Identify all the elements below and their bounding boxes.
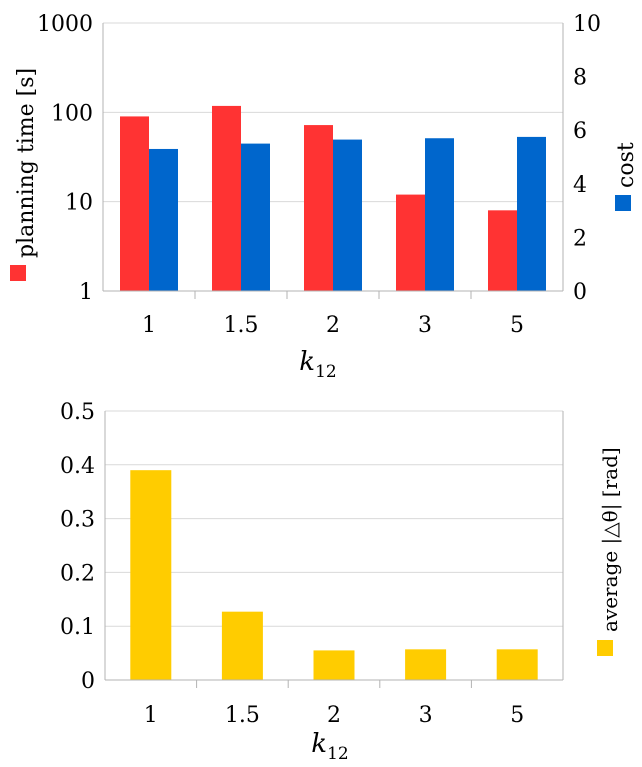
top-x-tick-label: 5 [510, 313, 524, 338]
bottom-y-tick-label: 0.4 [60, 454, 95, 479]
bar-cost [333, 139, 362, 291]
top-left-tick-label: 100 [51, 101, 93, 126]
bar-avg-dtheta [221, 611, 263, 680]
bottom-bars [130, 470, 538, 680]
bottom-y-tick-label: 0.2 [60, 561, 95, 586]
legend-cost-label: cost [614, 142, 639, 188]
legend-planning-time-label: planning time [s] [14, 68, 39, 258]
top-chart: 1 10 100 1000 0 2 4 6 8 10 1 1.5 2 3 5 k12 planning ti… [10, 12, 639, 382]
legend-cost-swatch [615, 195, 631, 211]
bottom-y-tick-label: 0.5 [60, 400, 95, 425]
bottom-x-tick-label: 1 [144, 703, 158, 728]
bar-avg-dtheta [496, 649, 538, 680]
bottom-y-tick-label: 0.3 [60, 508, 95, 533]
bottom-x-tick-label: 3 [419, 703, 433, 728]
bar-planning-time [396, 194, 425, 291]
bar-avg-dtheta [313, 650, 355, 680]
top-right-tick-label: 8 [573, 66, 587, 91]
bar-avg-dtheta [130, 470, 172, 680]
bottom-y-tick-label: 0.1 [60, 615, 95, 640]
top-right-tick-label: 2 [573, 226, 587, 251]
bottom-axes [104, 411, 564, 688]
bar-cost [517, 136, 546, 291]
bottom-gridlines [105, 410, 563, 681]
bar-cost [149, 148, 178, 291]
top-right-tick-label: 4 [573, 173, 587, 198]
top-right-tick-label: 0 [573, 280, 587, 305]
top-bars [120, 105, 546, 292]
bottom-x-axis-label: k12 [311, 729, 348, 764]
top-left-tick-label: 1000 [37, 12, 93, 37]
legend-avg-dtheta-swatch [597, 640, 613, 656]
top-x-tick-label: 2 [326, 313, 340, 338]
bar-avg-dtheta [405, 649, 447, 680]
top-axes [102, 23, 564, 299]
bar-cost [425, 138, 454, 291]
bottom-x-tick-label: 5 [510, 703, 524, 728]
legend-planning-time-swatch [10, 265, 26, 281]
bottom-x-tick-label: 1.5 [225, 703, 260, 728]
top-left-tick-label: 1 [79, 280, 93, 305]
bottom-y-tick-label: 0 [81, 669, 95, 694]
bar-planning-time [120, 116, 149, 291]
bar-planning-time [488, 210, 517, 291]
bar-cost [241, 143, 270, 291]
top-x-axis-label: k12 [299, 347, 336, 382]
legend-avg-dtheta-label: average |△θ| [rad] [598, 447, 623, 632]
top-x-tick-label: 1.5 [224, 313, 259, 338]
top-x-tick-label: 3 [418, 313, 432, 338]
bottom-tick-labels: 0 0.1 0.2 0.3 0.4 0.5 1 1.5 2 3 5 [60, 400, 524, 728]
top-left-tick-label: 10 [65, 191, 93, 216]
top-x-tick-label: 1 [142, 313, 156, 338]
top-tick-labels: 1 10 100 1000 0 2 4 6 8 10 1 1.5 2 3 5 [37, 12, 601, 338]
bar-planning-time [212, 105, 241, 292]
top-right-tick-label: 6 [573, 119, 587, 144]
bottom-chart: 0 0.1 0.2 0.3 0.4 0.5 1 1.5 2 3 5 k12 average |△θ|… [60, 400, 623, 764]
bar-planning-time [304, 125, 333, 291]
bottom-x-tick-label: 2 [327, 703, 341, 728]
top-right-tick-label: 10 [573, 12, 601, 37]
